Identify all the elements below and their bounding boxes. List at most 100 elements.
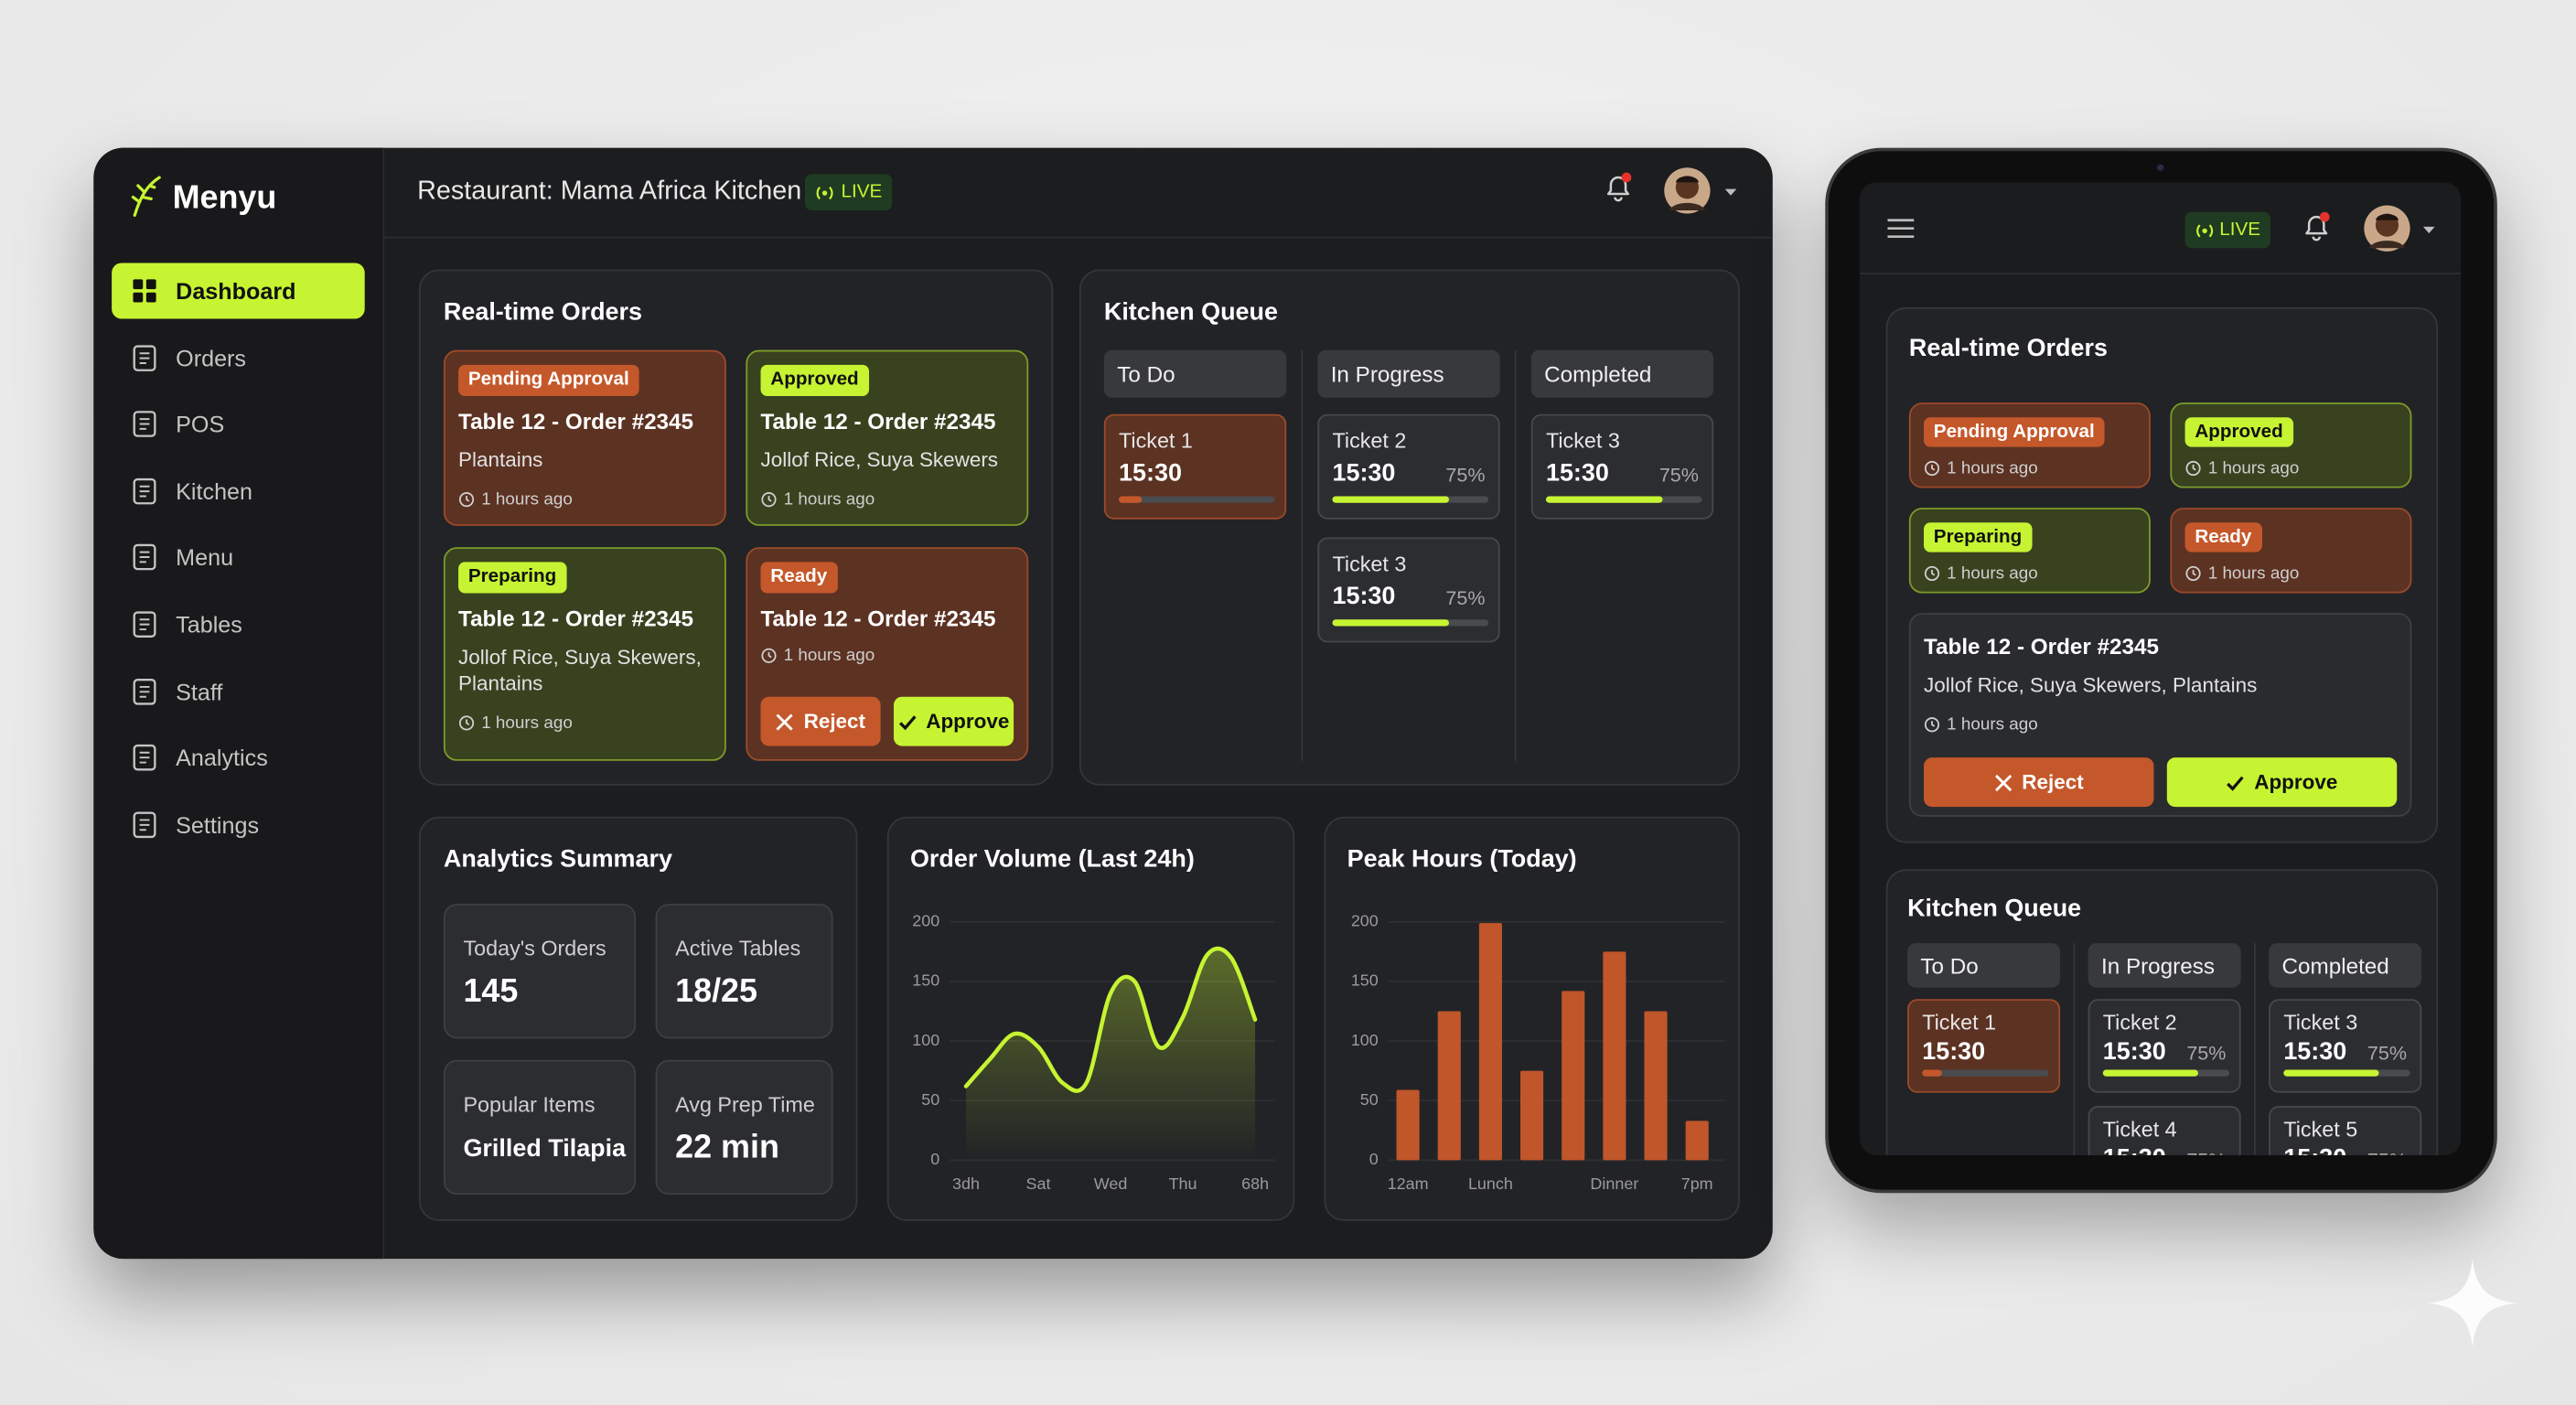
order-card[interactable]: Preparing Table 12 - Order #2345 Jollof Ri… bbox=[443, 547, 726, 761]
order-card[interactable]: Preparing 1 hours ago bbox=[1908, 508, 2151, 594]
order-card[interactable]: Ready Table 12 - Order #2345 1 hours ago Re… bbox=[746, 547, 1029, 761]
decoration bbox=[898, 714, 916, 730]
order-title: Table 12 - Order #2345 bbox=[760, 606, 996, 631]
decoration bbox=[2227, 775, 2244, 790]
button-label: Reject bbox=[803, 710, 866, 734]
decoration bbox=[139, 485, 150, 498]
order-card[interactable]: Approved Table 12 - Order #2345 Jollof Ric… bbox=[746, 349, 1029, 526]
ticket-time: 15:30 bbox=[1332, 458, 1396, 487]
reject-button[interactable]: Reject bbox=[1924, 757, 2154, 808]
clock-icon bbox=[458, 491, 475, 508]
chart-panel bbox=[1324, 816, 1740, 1221]
check-icon bbox=[898, 713, 917, 731]
order-actions: Reject Approve bbox=[1924, 757, 2398, 808]
status-badge: Approved bbox=[2184, 417, 2293, 447]
decoration bbox=[1887, 219, 1915, 239]
ticket-card[interactable]: Ticket 5 15:30 75% bbox=[2269, 1106, 2422, 1155]
decoration bbox=[1621, 172, 1632, 183]
notification-bell[interactable] bbox=[2300, 211, 2333, 245]
decoration bbox=[2196, 224, 2214, 238]
column-header: Completed bbox=[2269, 943, 2422, 988]
order-card[interactable]: Table 12 - Order #2345 Jollof Rice, Suya … bbox=[1908, 613, 2412, 817]
column-title: In Progress bbox=[2100, 952, 2215, 978]
live-icon bbox=[815, 184, 835, 202]
decoration bbox=[1924, 565, 1940, 582]
user-menu-caret[interactable] bbox=[1724, 188, 1737, 196]
ticket-card[interactable]: Ticket 1 15:30 bbox=[1103, 413, 1287, 520]
user-avatar[interactable] bbox=[1664, 167, 1711, 214]
decoration bbox=[131, 176, 161, 217]
user-menu-caret[interactable] bbox=[2422, 226, 2435, 234]
ticket-card[interactable]: Ticket 2 15:30 75% bbox=[2088, 999, 2241, 1093]
order-card[interactable]: Ready 1 hours ago bbox=[2170, 508, 2412, 594]
ticket-card[interactable]: Ticket 3 15:30 75% bbox=[2269, 999, 2422, 1093]
progress-track bbox=[1922, 1069, 2049, 1077]
decoration bbox=[821, 190, 828, 196]
decoration bbox=[2185, 565, 2201, 582]
decoration bbox=[1606, 176, 1630, 202]
decoration bbox=[767, 651, 772, 659]
decoration bbox=[133, 611, 156, 638]
reject-button[interactable]: Reject bbox=[760, 696, 881, 746]
order-card[interactable]: Approved 1 hours ago bbox=[2170, 402, 2412, 488]
decoration bbox=[761, 648, 777, 663]
approve-button[interactable]: Approve bbox=[893, 696, 1014, 746]
nav-label: POS bbox=[176, 411, 225, 438]
decoration bbox=[458, 492, 475, 508]
order-time: 1 hours ago bbox=[2185, 456, 2299, 479]
ticket-name: Ticket 3 bbox=[1545, 427, 1620, 453]
clock-icon bbox=[458, 714, 475, 731]
decoration bbox=[133, 279, 144, 290]
clock-icon bbox=[1924, 716, 1940, 733]
ticket-card[interactable]: Ticket 4 15:30 75% bbox=[2088, 1106, 2241, 1155]
decoration bbox=[133, 811, 156, 838]
nav-label: Kitchen bbox=[176, 477, 253, 505]
nav-label: Staff bbox=[176, 678, 223, 704]
stat-label: Today's Orders bbox=[463, 936, 606, 961]
approve-button[interactable]: Approve bbox=[2166, 757, 2398, 808]
progress-track bbox=[1119, 496, 1275, 503]
clock-icon bbox=[1924, 565, 1940, 582]
ticket-card[interactable]: Ticket 2 15:30 75% bbox=[1317, 413, 1500, 520]
ticket-time: 15:30 bbox=[2102, 1037, 2166, 1066]
ticket-card[interactable]: Ticket 3 15:30 75% bbox=[1317, 537, 1500, 643]
button-label: Reject bbox=[2022, 770, 2084, 794]
button-label: Approve bbox=[926, 710, 1010, 734]
decoration bbox=[1887, 219, 1915, 239]
menu-button[interactable] bbox=[1887, 219, 1915, 239]
ticket-card[interactable]: Ticket 3 15:30 75% bbox=[1530, 413, 1714, 520]
decoration bbox=[767, 496, 772, 502]
order-card[interactable]: Pending Approval 1 hours ago bbox=[1908, 402, 2151, 488]
progress-fill bbox=[1332, 619, 1450, 627]
decoration bbox=[139, 552, 150, 564]
time-text: 1 hours ago bbox=[481, 489, 573, 509]
column-divider bbox=[1514, 349, 1517, 761]
ticket-time: 15:30 bbox=[1922, 1037, 1986, 1066]
ticket-name: Ticket 2 bbox=[1332, 427, 1407, 453]
order-time: 1 hours ago bbox=[458, 712, 573, 735]
column-header: In Progress bbox=[1317, 349, 1500, 398]
decoration bbox=[1924, 460, 1940, 477]
order-items: Jollof Rice, Suya Skewers bbox=[760, 448, 999, 472]
decoration bbox=[2319, 211, 2330, 222]
nav-icon bbox=[133, 745, 156, 771]
decoration bbox=[2185, 460, 2201, 477]
ticket-time: 15:30 bbox=[2283, 1037, 2347, 1066]
ticket-card[interactable]: Ticket 1 15:30 bbox=[1907, 999, 2061, 1093]
decoration bbox=[761, 492, 777, 508]
decoration bbox=[2422, 226, 2435, 234]
live-text: LIVE bbox=[841, 182, 883, 202]
chart-title: Order Volume (Last 24h) bbox=[909, 845, 1195, 874]
stat-tile: Active Tables 18/25 bbox=[655, 904, 833, 1039]
decoration bbox=[1724, 188, 1737, 196]
order-title: Table 12 - Order #2345 bbox=[1924, 634, 2159, 660]
order-card[interactable]: Pending Approval Table 12 - Order #2345 Pl… bbox=[443, 349, 726, 526]
notification-bell[interactable] bbox=[1602, 172, 1635, 206]
column-divider bbox=[2073, 943, 2076, 1155]
decoration bbox=[133, 411, 156, 438]
user-avatar[interactable] bbox=[2364, 205, 2410, 252]
panel-title: Real-time Orders bbox=[443, 298, 643, 327]
time-text: 1 hours ago bbox=[783, 489, 875, 509]
decoration bbox=[133, 811, 156, 838]
progress-fill bbox=[1922, 1069, 1941, 1077]
